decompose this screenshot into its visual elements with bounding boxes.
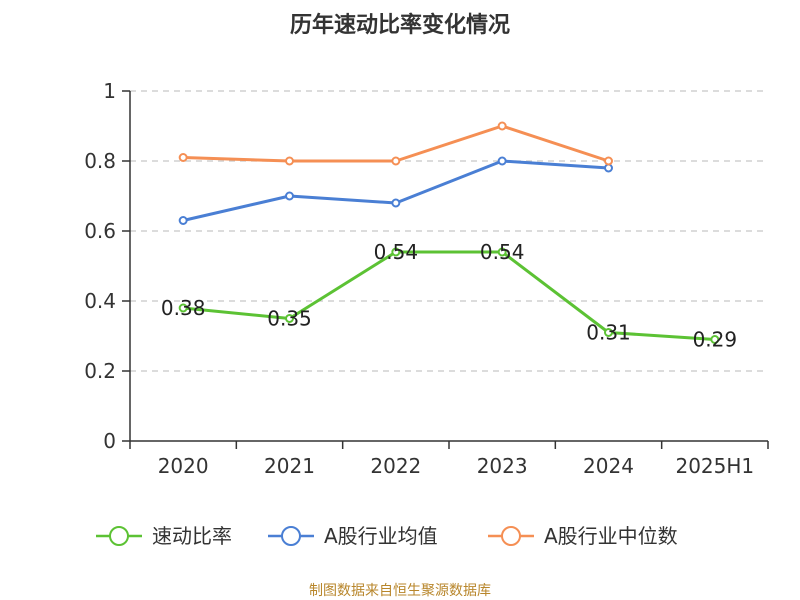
data-point-avg	[604, 163, 613, 173]
data-point-avg	[391, 198, 401, 208]
legend-label: A股行业中位数	[544, 524, 678, 548]
y-tick-label: 0.2	[84, 359, 116, 383]
x-axis-ticks: 2020 2021 2022 2023 2024 2025H1	[129, 441, 769, 478]
legend-item-quick: 速动比率	[96, 524, 232, 548]
data-point-median	[285, 156, 294, 166]
data-point-quick	[497, 247, 507, 257]
data-point-median	[497, 121, 507, 131]
x-tick-label: 2021	[264, 454, 315, 478]
legend: 速动比率 A股行业均值 A股行业中位数	[96, 524, 678, 548]
series-line-quick	[183, 250, 715, 341]
x-tick-label: 2022	[370, 454, 421, 478]
x-tick-label: 2024	[583, 454, 634, 478]
x-tick-label: 2025H1	[675, 454, 754, 478]
y-tick-label: 1	[103, 79, 116, 103]
data-label: 0.29	[693, 328, 738, 352]
data-point-quick	[604, 328, 613, 337]
x-tick-label: 2023	[477, 454, 528, 478]
source-note: 制图数据来自恒生聚源数据库	[309, 583, 491, 599]
legend-item-median: A股行业中位数	[488, 524, 678, 548]
data-label: 0.35	[267, 307, 312, 331]
chart-title: 历年速动比率变化情况	[290, 12, 510, 38]
y-tick-label: 0.4	[84, 289, 116, 313]
legend-marker	[281, 526, 301, 546]
legend-label: A股行业均值	[324, 524, 438, 548]
legend-marker	[109, 526, 129, 546]
y-tick-label: 0.6	[84, 219, 116, 243]
legend-item-avg: A股行业均值	[268, 524, 438, 548]
legend-label: 速动比率	[152, 524, 232, 548]
x-tick-label: 2020	[158, 454, 209, 478]
data-label: 0.31	[586, 321, 631, 345]
series-line-median	[183, 124, 609, 163]
series-group	[178, 121, 720, 344]
data-label: 0.38	[161, 296, 206, 320]
data-point-avg	[497, 156, 507, 166]
grid-lines	[130, 90, 768, 372]
data-label: 0.54	[480, 240, 525, 264]
y-tick-label: 0	[103, 429, 116, 453]
data-point-median	[391, 156, 401, 166]
data-point-median	[178, 153, 188, 162]
series-line-avg	[182, 159, 609, 222]
y-tick-label: 0.8	[84, 149, 116, 173]
data-point-avg	[178, 216, 188, 225]
data-point-avg	[285, 191, 294, 201]
data-label: 0.54	[374, 240, 419, 264]
data-point-median	[604, 156, 613, 166]
y-axis-ticks: 0 0.2 0.4 0.6 0.8 1	[84, 79, 130, 453]
data-labels: 0.38 0.35 0.54 0.54 0.31 0.29	[161, 240, 737, 352]
data-point-quick	[178, 303, 188, 313]
data-point-quick	[710, 335, 720, 344]
legend-marker	[501, 526, 521, 546]
data-point-quick	[285, 314, 294, 323]
data-point-quick	[391, 247, 401, 257]
